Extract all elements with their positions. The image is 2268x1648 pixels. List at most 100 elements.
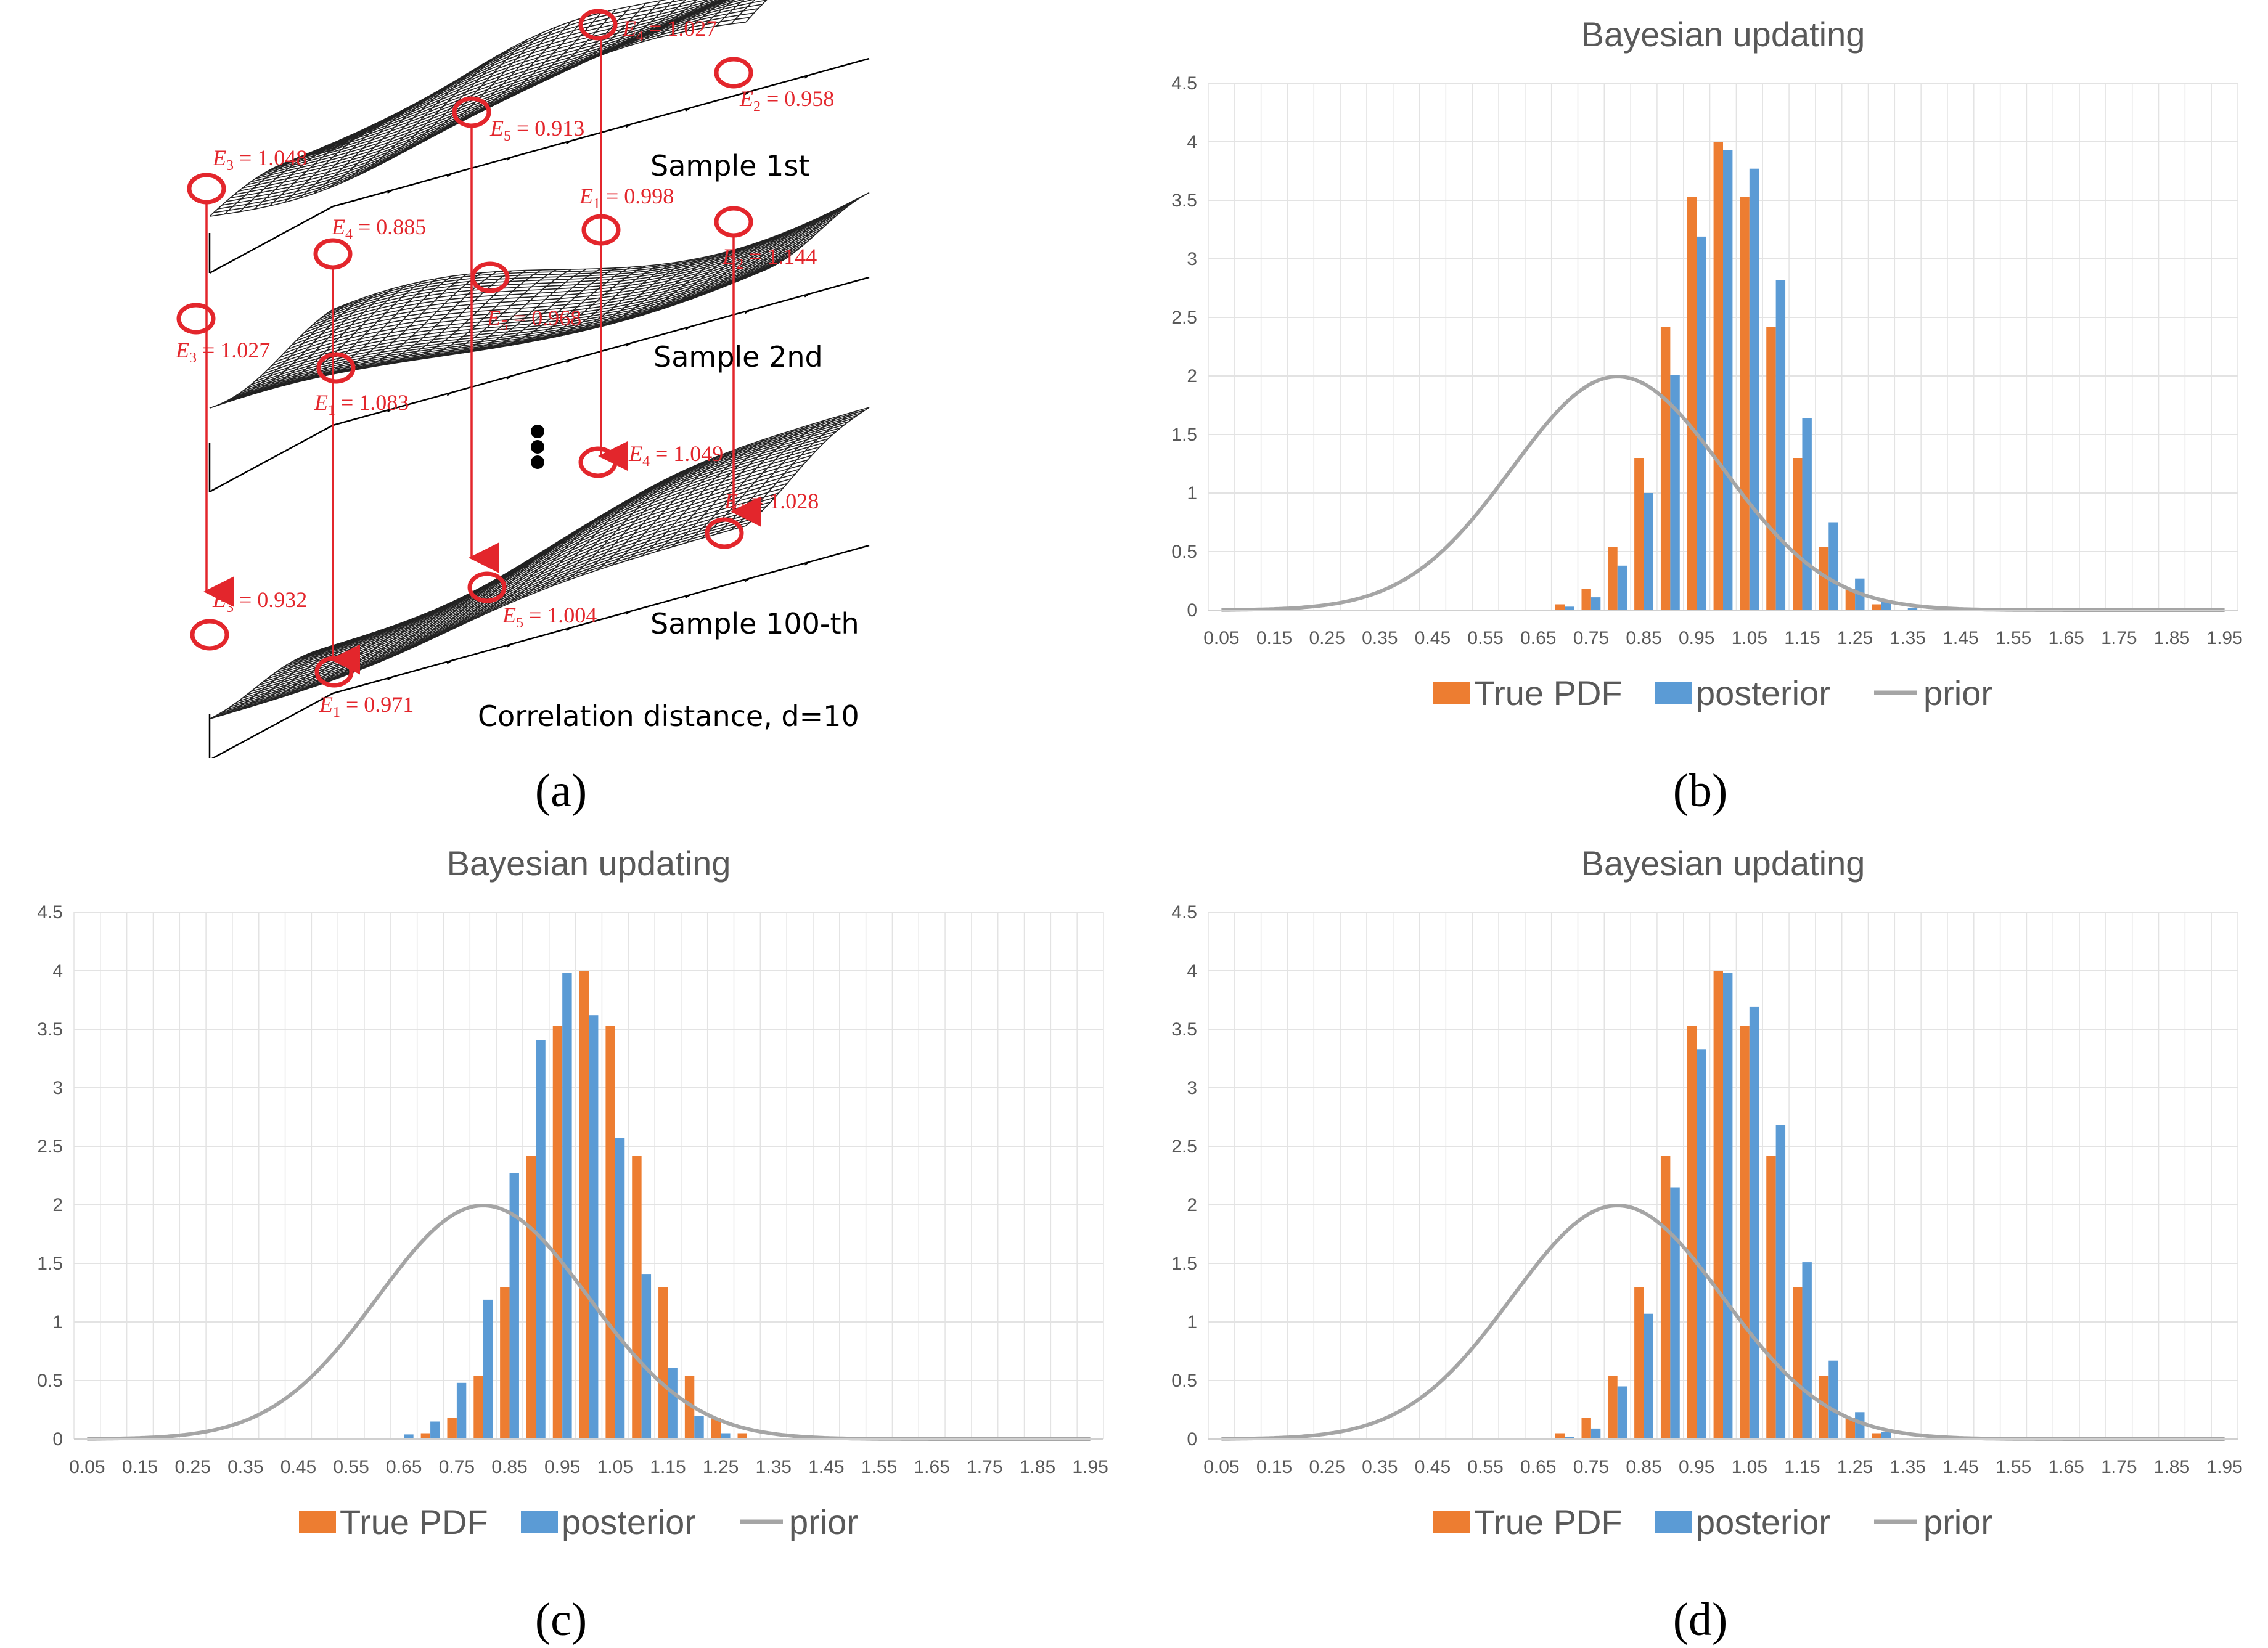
bar-true-pdf	[1555, 604, 1565, 610]
bar-true-pdf	[1660, 327, 1671, 610]
surface-figure: E4 = 1.027 E2 = 0.958 E5 = 0.913 E3 = 1.048…	[175, 0, 870, 758]
x-tick-label: 0.15	[1256, 628, 1292, 648]
bar-posterior	[456, 1382, 467, 1439]
bar-true-pdf	[1740, 197, 1750, 610]
bar-true-pdf	[1687, 197, 1697, 610]
bar-posterior	[1644, 1313, 1653, 1439]
surface-mesh	[209, 192, 870, 409]
bar-posterior	[1775, 280, 1786, 610]
bar-posterior	[1670, 1187, 1680, 1439]
bar-posterior	[483, 1299, 493, 1439]
panel-b: Bayesian updating 0 0.5 1 1.5 2 2.5 3 3.5 4 4.5 0.0…	[1134, 0, 2268, 758]
x-tick-label: 0.95	[1679, 628, 1714, 648]
x-tick-label: 1.15	[650, 1457, 686, 1477]
x-tick-label: 0.05	[1203, 628, 1239, 648]
bar-true-pdf	[1766, 327, 1776, 610]
bar-posterior	[1907, 608, 1918, 610]
x-tick-label: 1.45	[808, 1457, 844, 1477]
sample-point-circle	[578, 9, 618, 41]
sample-point-circle	[581, 214, 621, 246]
x-tick-label: 1.65	[2048, 628, 2084, 648]
annotation-label: E5 = 1.004	[502, 603, 597, 631]
bar-posterior	[721, 1433, 731, 1439]
bar-posterior	[1802, 418, 1812, 610]
bar-true-pdf	[1819, 547, 1829, 610]
legend-label: prior	[1923, 1503, 1992, 1541]
x-tick-label: 1.85	[2154, 628, 2190, 648]
annotation-label: E2 = 0.958	[739, 86, 834, 115]
bar-true-pdf	[1581, 589, 1591, 610]
bar-posterior	[1697, 236, 1706, 610]
x-tick-label: 0.45	[1415, 628, 1451, 648]
sample-label-1: Sample 1st	[650, 149, 809, 182]
sample-circles	[176, 9, 753, 688]
sample-point-circle	[452, 96, 491, 128]
chart-title: Bayesian updating	[1581, 15, 1865, 54]
x-tick-label: 0.55	[1467, 628, 1503, 648]
x-tick-label: 0.85	[1626, 1457, 1661, 1477]
x-tick-label: 0.75	[1573, 628, 1609, 648]
annotation-label: E3 = 1.027	[175, 338, 270, 366]
y-tick-label: 2	[52, 1195, 63, 1215]
bar-posterior	[1617, 1386, 1627, 1439]
bar-posterior	[1590, 1428, 1601, 1439]
surfaces-group	[208, 0, 870, 758]
x-tick-label: 1.05	[1732, 1457, 1767, 1477]
x-tick-label: 0.05	[69, 1457, 105, 1477]
y-tick-label: 1	[1187, 1312, 1197, 1332]
bar-posterior	[615, 1138, 625, 1439]
y-tick-label: 2.5	[1171, 308, 1197, 328]
chart-title: Bayesian updating	[1581, 844, 1865, 883]
annotation-label: E2 = 1.028	[724, 489, 819, 517]
y-tick-label: 4	[1187, 961, 1197, 981]
x-tick-label: 1.95	[2206, 1457, 2242, 1477]
chart-b: Bayesian updating 0 0.5 1 1.5 2 2.5 3 3.5 4 4.5 0.0…	[1171, 15, 2243, 712]
y-tick-label: 1	[1187, 483, 1197, 504]
annotation-label: E5 = 0.913	[489, 116, 584, 144]
x-tick-label: 1.95	[2206, 628, 2242, 648]
panel-a: E4 = 1.027 E2 = 0.958 E5 = 0.913 E3 = 1.048…	[0, 0, 1134, 758]
bar-true-pdf	[605, 1026, 615, 1439]
caption-d: (d)	[1672, 1594, 1728, 1646]
x-tick-label: 0.65	[1520, 1457, 1556, 1477]
bar-posterior	[1565, 606, 1574, 610]
sample-point-circle	[705, 517, 744, 549]
bar-posterior	[641, 1274, 652, 1439]
bar-true-pdf	[1713, 971, 1723, 1439]
legend-label: True PDF	[1474, 674, 1623, 712]
x-tick-label: 1.45	[1943, 628, 1978, 648]
legend-swatch	[521, 1511, 558, 1533]
x-tick-label: 0.55	[333, 1457, 369, 1477]
legend-label: posterior	[562, 1503, 696, 1541]
bar-posterior	[509, 1173, 519, 1439]
bar-posterior	[1881, 1432, 1891, 1439]
x-tick-label: 1.55	[1996, 628, 2031, 648]
legend-label: True PDF	[1474, 1503, 1623, 1541]
x-tick-label: 1.25	[703, 1457, 739, 1477]
x-tick-label: 1.95	[1072, 1457, 1108, 1477]
bar-true-pdf	[1819, 1376, 1829, 1439]
legend-label: prior	[1923, 674, 1992, 712]
annotation-label: E1 = 1.083	[314, 390, 409, 418]
bar-posterior	[1617, 565, 1627, 610]
x-tick-label: 1.75	[967, 1457, 1002, 1477]
y-tick-label: 2	[1187, 1195, 1197, 1215]
y-tick-label: 4.5	[1171, 73, 1197, 94]
bar-posterior	[1749, 1006, 1759, 1439]
panel-c: Bayesian updating 0 0.5 1 1.5 2 2.5 3 3.5 4 4.5 0.0…	[0, 829, 1134, 1587]
x-tick-label: 1.85	[2154, 1457, 2190, 1477]
bar-posterior	[1590, 597, 1601, 610]
y-tick-label: 0	[1187, 1429, 1197, 1450]
bar-true-pdf	[500, 1287, 510, 1439]
bar-true-pdf	[658, 1287, 668, 1439]
y-tick-label: 0.5	[1171, 1371, 1197, 1391]
bar-posterior	[1697, 1049, 1706, 1439]
bar-posterior	[694, 1416, 704, 1439]
bar-posterior	[1723, 973, 1733, 1439]
bar-posterior	[1565, 1437, 1574, 1439]
x-tick-label: 1.75	[2101, 628, 2137, 648]
y-tick-label: 3.5	[1171, 1019, 1197, 1040]
x-tick-label: 1.15	[1784, 1457, 1820, 1477]
sample-arrows	[203, 38, 761, 675]
x-tick-label: 1.55	[861, 1457, 897, 1477]
